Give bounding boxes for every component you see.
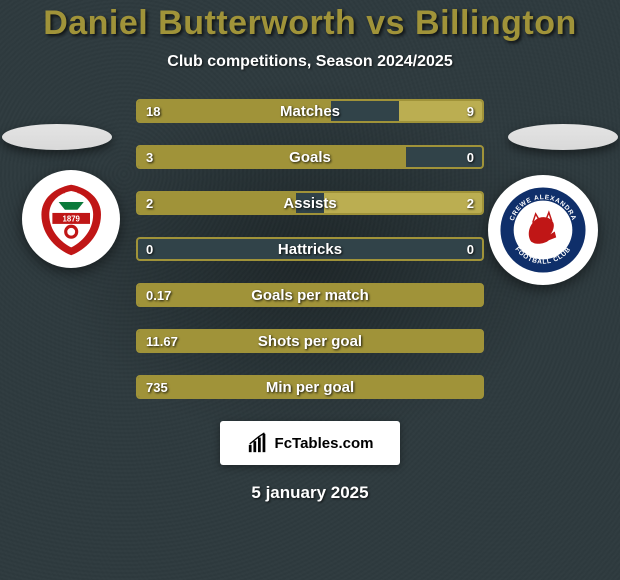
fctables-logo-icon xyxy=(247,432,269,454)
stat-value-right: 2 xyxy=(457,191,484,215)
stat-row: Hattricks00 xyxy=(136,237,484,261)
fctables-watermark: FcTables.com xyxy=(220,421,400,465)
stat-value-left: 0 xyxy=(136,237,163,261)
stats-section: Matches189Goals30Assists22Hattricks00Goa… xyxy=(136,99,484,399)
stat-value-left: 18 xyxy=(136,99,170,123)
page-title: Daniel Butterworth vs Billington xyxy=(0,0,620,43)
stat-row: Goals30 xyxy=(136,145,484,169)
stat-bar-left-fill xyxy=(138,147,406,167)
stat-bar xyxy=(136,329,484,353)
stat-bar-left-fill xyxy=(138,285,482,305)
stat-row: Min per goal735 xyxy=(136,375,484,399)
stat-value-left: 0.17 xyxy=(136,283,181,307)
stat-value-left: 735 xyxy=(136,375,178,399)
stat-bar xyxy=(136,237,484,261)
crewe-crest-icon: CREWE ALEXANDRA FOOTBALL CLUB xyxy=(499,186,587,274)
stat-row: Assists22 xyxy=(136,191,484,215)
stat-value-right: 9 xyxy=(457,99,484,123)
stat-bar-left-fill xyxy=(138,331,482,351)
stat-row: Goals per match0.17 xyxy=(136,283,484,307)
stat-bar xyxy=(136,145,484,169)
stat-value-left: 11.67 xyxy=(136,329,188,353)
stat-value-left: 3 xyxy=(136,145,163,169)
club-crest-left: 1879 xyxy=(22,170,120,268)
subtitle: Club competitions, Season 2024/2025 xyxy=(0,53,620,71)
stat-row: Matches189 xyxy=(136,99,484,123)
stat-value-right: 0 xyxy=(457,237,484,261)
stat-value-left: 2 xyxy=(136,191,163,215)
stat-value-right: 0 xyxy=(457,145,484,169)
stat-bar-left-fill xyxy=(138,377,482,397)
stat-bar xyxy=(136,99,484,123)
svg-text:1879: 1879 xyxy=(62,214,80,223)
club-crest-right: CREWE ALEXANDRA FOOTBALL CLUB xyxy=(488,175,598,285)
stat-bar xyxy=(136,191,484,215)
stat-row: Shots per goal11.67 xyxy=(136,329,484,353)
stat-bar xyxy=(136,375,484,399)
stat-bar xyxy=(136,283,484,307)
player-shadow-left xyxy=(2,124,112,150)
player-shadow-right xyxy=(508,124,618,150)
swindon-crest-icon: 1879 xyxy=(32,180,110,258)
fctables-label: FcTables.com xyxy=(275,435,374,452)
date-text: 5 january 2025 xyxy=(0,483,620,503)
